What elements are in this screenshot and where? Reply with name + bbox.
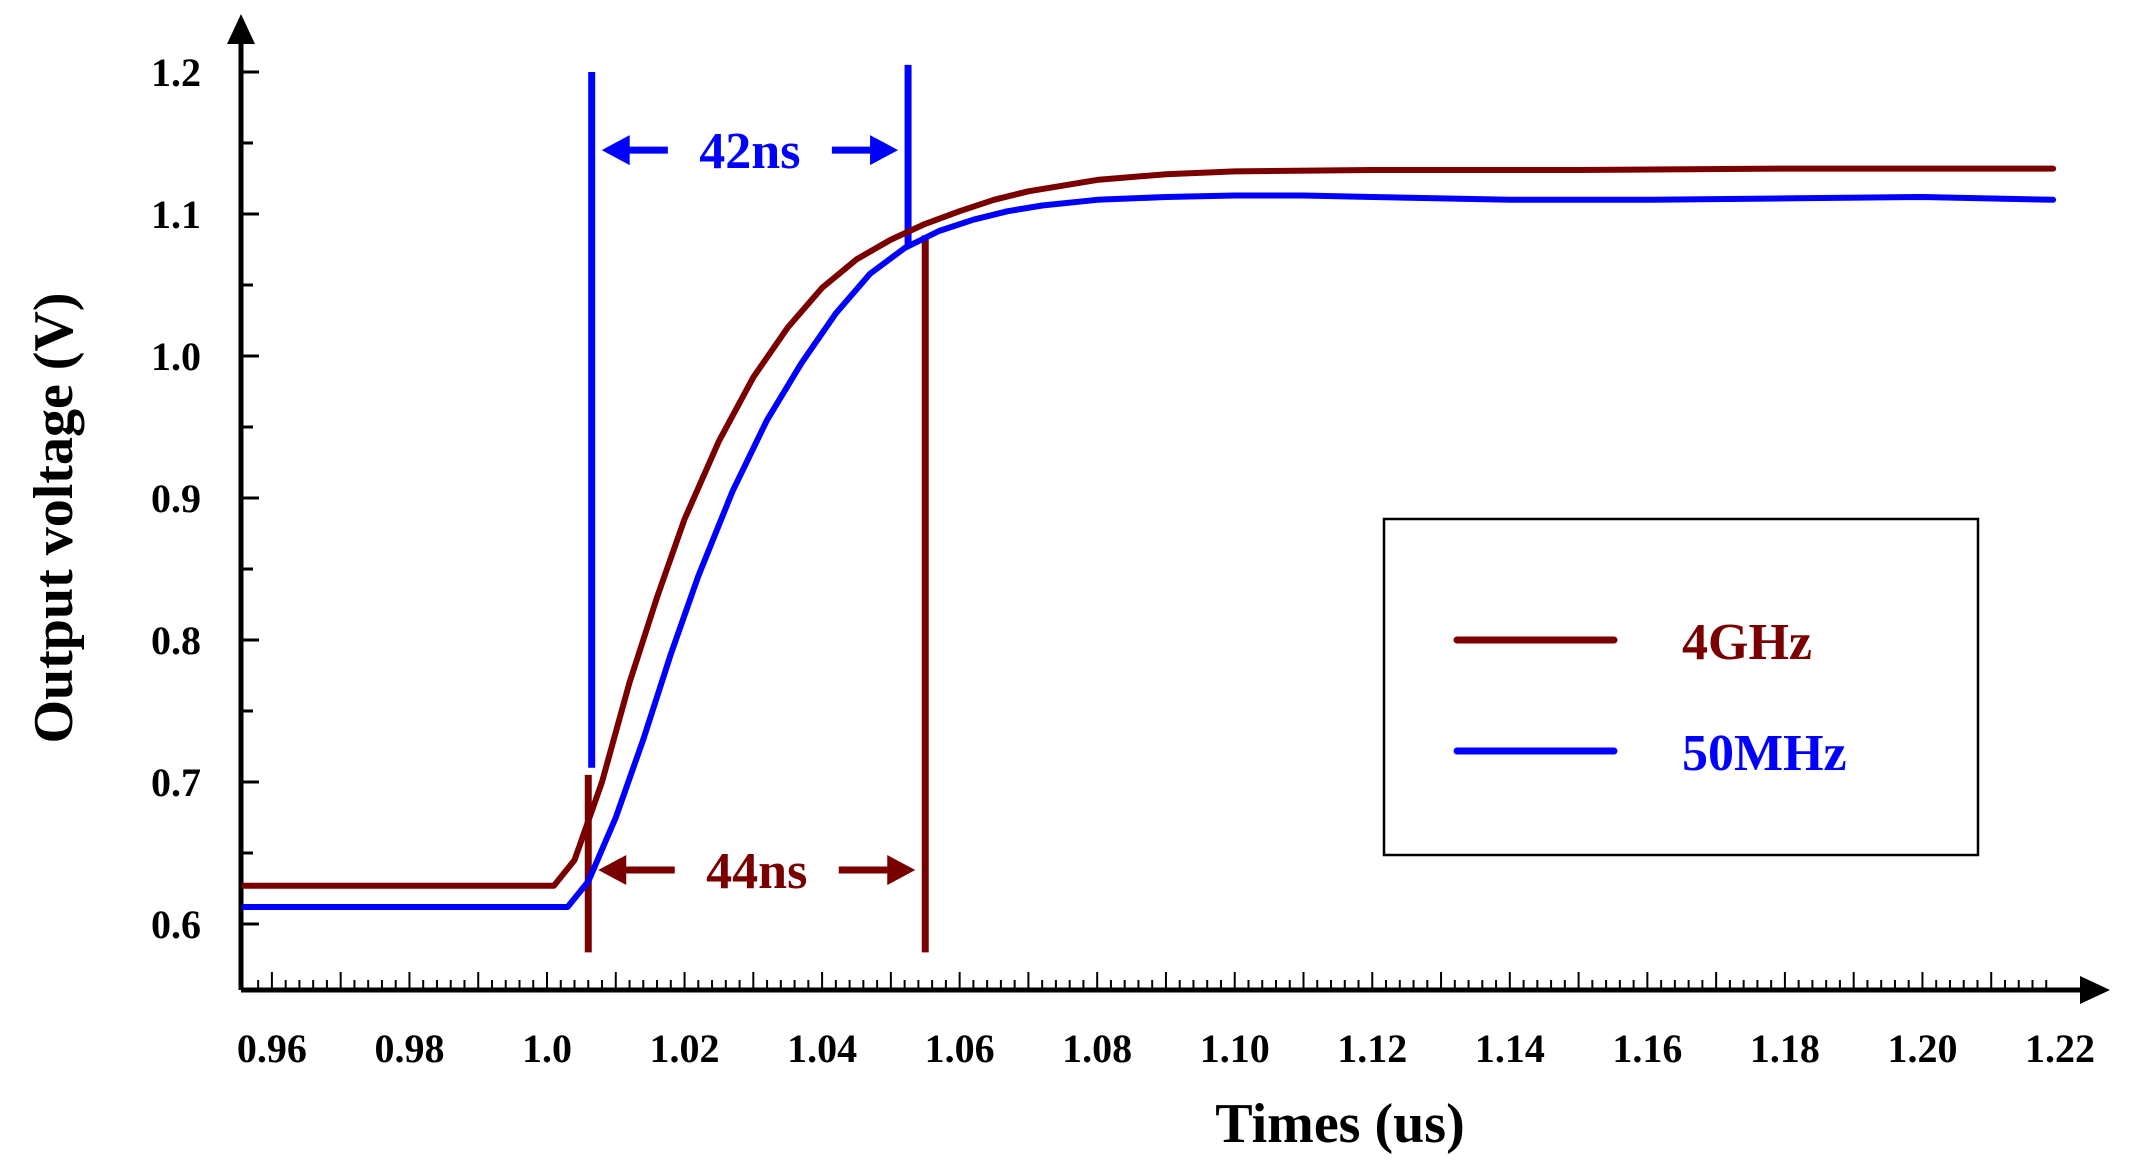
series-line-4ghz [241,165,2057,889]
annotation-2: 44ns [598,843,916,900]
legend-label-50mhz: 50MHz [1682,725,1847,782]
y-tick-label: 0.8 [151,618,201,663]
annotation-arrowhead-right [870,135,899,166]
axes [227,14,2110,1004]
legend-box [1382,517,1980,857]
x-tick-label: 1.14 [1475,1026,1545,1071]
annotation-arrowhead-left [598,855,627,886]
annotation-1: 42ns [601,123,899,180]
x-tick-label: 1.20 [1887,1026,1957,1071]
y-axis-title: Output voltage (V) [23,292,85,743]
interval-markers [584,64,929,953]
y-tick-label: 0.6 [151,902,201,947]
annotation-arrowhead-left [601,135,630,166]
x-axis-title: Times (us) [1215,1093,1464,1155]
y-tick-label: 1.2 [151,50,201,95]
x-tick-label: 0.96 [237,1026,307,1071]
x-tick-label: 1.02 [650,1026,720,1071]
x-tick-label: 1.0 [522,1026,572,1071]
y-tick-label: 1.0 [151,334,201,379]
x-tick-label: 1.06 [925,1026,995,1071]
y-axis-arrow [227,14,255,44]
x-tick-label: 1.18 [1750,1026,1820,1071]
x-tick-label: 1.08 [1062,1026,1132,1071]
y-ticks: 0.6 0.7 0.8 0.9 1.0 1.1 1.2 [151,50,259,947]
y-tick-label: 0.9 [151,476,201,521]
x-tick-label: 1.16 [1612,1026,1682,1071]
x-tick-label: 1.10 [1200,1026,1270,1071]
series-lines [241,165,2057,910]
y-tick-label: 0.7 [151,760,201,805]
interval-annotations: 42ns 44ns [598,123,916,900]
x-tick-label: 1.12 [1337,1026,1407,1071]
x-tick-label: 1.22 [2025,1026,2095,1071]
annotation-label: 44ns [706,843,807,900]
x-tick-label: 0.98 [374,1026,444,1071]
x-ticks: 0.96 0.98 1.0 1.02 1.04 1.06 1.08 1.10 1.12 1.14 1… [237,972,2095,1071]
legend: 4GHz 50MHz [1382,517,1980,857]
series-line-50mhz [241,192,2057,910]
annotation-arrowhead-right [887,855,916,886]
annotation-label: 42ns [699,123,800,180]
y-tick-label: 1.1 [151,192,201,237]
x-axis-arrow [2080,976,2110,1004]
x-tick-label: 1.04 [787,1026,857,1071]
legend-label-4ghz: 4GHz [1682,614,1812,671]
